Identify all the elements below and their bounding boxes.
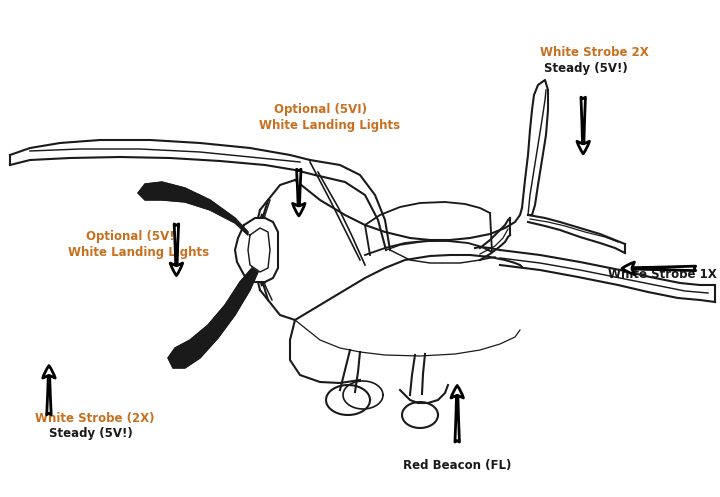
Text: Steady (5V!): Steady (5V!) <box>49 427 132 440</box>
Polygon shape <box>235 218 278 282</box>
Text: Steady (5V!): Steady (5V!) <box>544 62 627 75</box>
Text: Red Beacon (FL): Red Beacon (FL) <box>403 459 512 472</box>
Text: White Landing Lights: White Landing Lights <box>259 119 400 132</box>
Text: White Landing Lights: White Landing Lights <box>68 246 210 259</box>
Text: White Strobe (2X): White Strobe (2X) <box>35 412 154 425</box>
Text: Optional (5V!): Optional (5V!) <box>86 230 181 243</box>
Polygon shape <box>168 268 258 368</box>
Polygon shape <box>138 182 248 235</box>
Text: White Strobe 2X: White Strobe 2X <box>540 46 649 59</box>
Text: White Strobe 1X: White Strobe 1X <box>608 268 717 281</box>
Text: Optional (5VI): Optional (5VI) <box>274 103 366 116</box>
